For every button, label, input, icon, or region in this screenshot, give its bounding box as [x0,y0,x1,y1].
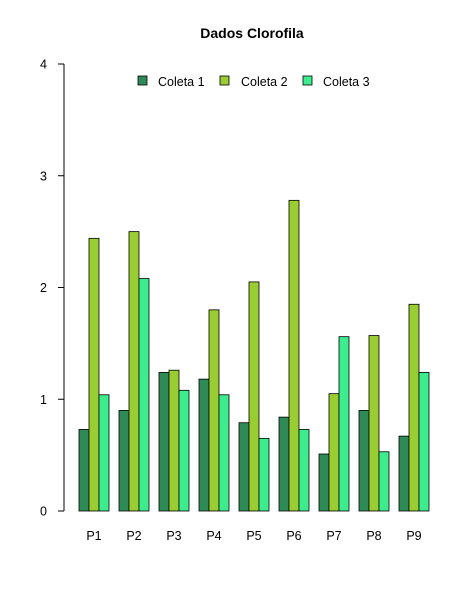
bar [98,394,110,512]
x-tick-label: P9 [406,529,421,543]
y-tick-label: 2 [40,281,47,295]
y-tick-label: 4 [40,58,47,72]
bar [378,451,390,512]
bar [78,429,90,512]
bar [408,303,420,512]
legend-item: Coleta 1 [137,75,205,89]
bar [288,199,300,512]
bar [178,389,190,512]
bar [328,393,340,512]
bar [398,435,410,512]
bar [318,453,330,512]
x-tick-label: P4 [206,529,221,543]
bar [338,336,350,512]
bar [118,410,130,512]
bar [158,372,170,512]
bar [418,372,430,512]
bar [368,335,380,512]
bar [358,410,370,512]
plot-area: 0 1 2 3 4 P1 P2 P3 P4 P5 P6 P7 P8 P9 [40,58,430,543]
bar [208,309,220,512]
x-tick-label: P5 [246,529,261,543]
bar [248,281,260,512]
chart-title: Dados Clorofila [200,25,304,41]
bar [238,422,250,512]
bar [128,231,140,512]
y-tick-label: 0 [40,505,47,519]
legend-label: Coleta 3 [323,75,370,89]
legend-swatch [137,75,148,86]
y-tick-label: 3 [40,169,47,183]
legend-swatch [302,75,313,86]
x-tick-label: P7 [326,529,341,543]
x-tick-label: P3 [166,529,181,543]
legend-swatch [219,75,230,86]
x-tick-label: P1 [86,529,101,543]
legend: Coleta 1 Coleta 2 Coleta 3 [137,75,370,89]
legend-label: Coleta 1 [158,75,205,89]
bar [168,369,180,512]
legend-label: Coleta 2 [241,75,288,89]
x-tick-label: P6 [286,529,301,543]
x-tick-label: P2 [126,529,141,543]
bar [138,278,150,512]
bar [278,416,290,512]
y-tick-label: 1 [40,393,47,407]
bar [88,237,100,512]
x-tick-label: P8 [366,529,381,543]
bar [258,437,270,512]
bar [198,378,210,512]
legend-item: Coleta 3 [302,75,370,89]
bar [298,429,310,512]
legend-item: Coleta 2 [219,75,288,89]
bar [218,394,230,512]
